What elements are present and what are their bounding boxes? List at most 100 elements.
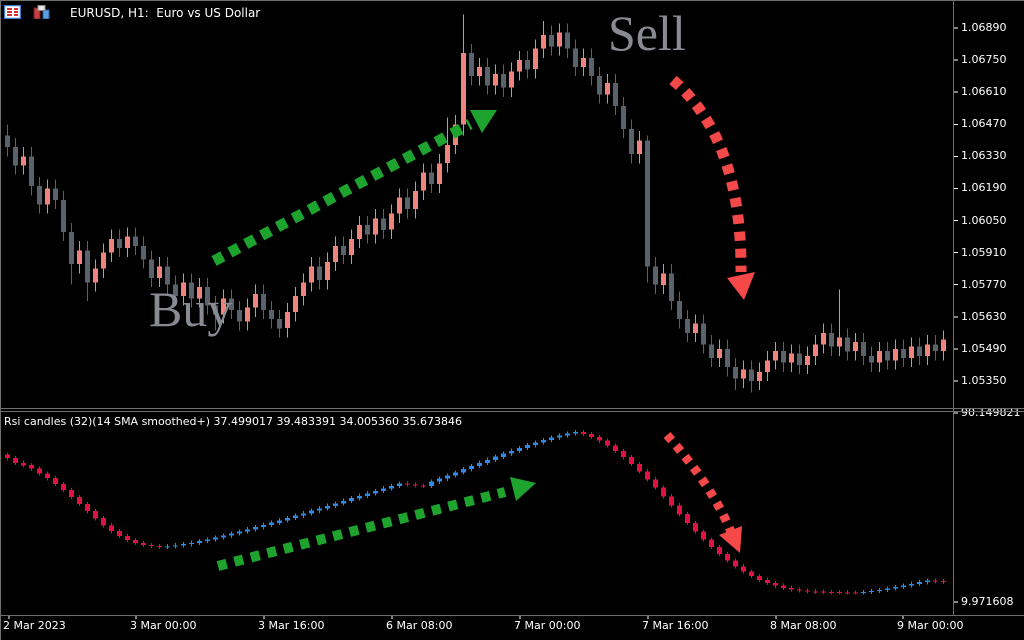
candle <box>933 335 938 361</box>
candle <box>549 25 554 56</box>
buy-trend-arrow-rsi[interactable] <box>216 477 536 571</box>
candle <box>189 273 194 308</box>
window-border-left <box>0 0 1 640</box>
candle <box>5 452 10 461</box>
candle <box>309 508 314 516</box>
bar-chart-icon[interactable] <box>33 4 50 23</box>
candle <box>421 163 426 200</box>
candle <box>917 580 922 586</box>
candle <box>677 291 682 329</box>
panel-divider-rsi-top[interactable] <box>0 411 1024 412</box>
candle <box>685 512 690 526</box>
candle <box>597 67 602 104</box>
candle <box>397 188 402 223</box>
candle <box>277 518 282 525</box>
candle <box>109 229 114 262</box>
rsi-indicator-label: Rsi candles (32)(14 SMA smoothed+) 37.49… <box>4 415 462 428</box>
candle <box>589 48 594 86</box>
candle <box>357 493 362 501</box>
time-axis-label: 2 Mar 2023 <box>3 619 66 632</box>
candle <box>333 236 338 271</box>
candle <box>245 527 250 534</box>
candle <box>901 339 906 368</box>
candle <box>229 531 234 538</box>
candle <box>533 39 538 79</box>
candle <box>325 503 330 511</box>
price-axis-label: 1.06470 <box>961 117 1007 131</box>
candle <box>621 96 626 138</box>
candle <box>117 529 122 539</box>
candle <box>173 275 178 306</box>
candle <box>365 216 370 244</box>
candle <box>861 589 866 595</box>
candle <box>365 491 370 498</box>
candle <box>37 466 42 476</box>
quotes-table-icon[interactable] <box>3 4 22 23</box>
candle <box>869 346 874 372</box>
candle <box>453 470 458 478</box>
buy-trend-arrow-main[interactable] <box>211 110 497 266</box>
candle <box>373 209 378 244</box>
candle <box>677 503 682 517</box>
candle <box>413 181 418 219</box>
candle <box>101 516 106 528</box>
candle <box>85 502 90 514</box>
candle <box>285 515 290 523</box>
price-axis-line[interactable] <box>953 0 954 616</box>
candle <box>269 300 274 329</box>
sell-trend-arrow-rsi[interactable] <box>663 432 742 553</box>
candle <box>29 147 34 196</box>
candle <box>485 57 490 95</box>
candle <box>397 481 402 489</box>
candle <box>557 23 562 56</box>
candle <box>477 460 482 468</box>
candle <box>85 241 90 301</box>
candle <box>477 57 482 86</box>
candle <box>125 533 130 543</box>
price-axis-label: 1.06750 <box>961 53 1007 67</box>
candle <box>717 544 722 557</box>
candle <box>773 581 778 588</box>
candle <box>741 360 746 388</box>
candle <box>133 227 138 255</box>
candle <box>437 154 442 193</box>
candle <box>317 506 322 513</box>
candle <box>525 443 530 451</box>
candle <box>53 179 58 210</box>
candle <box>637 461 642 474</box>
candle <box>181 542 186 548</box>
candle <box>597 434 602 443</box>
chart-title: EURUSD, H1: Euro vs US Dollar <box>70 6 261 20</box>
panel-divider-main-bottom[interactable] <box>0 408 1024 409</box>
candle <box>709 335 714 368</box>
candle <box>749 360 754 393</box>
candle <box>349 496 354 503</box>
candle <box>901 583 906 590</box>
candle <box>813 335 818 365</box>
candle <box>421 483 426 489</box>
candle <box>733 358 738 391</box>
candle <box>69 487 74 500</box>
buy-annotation: Buy <box>149 281 233 337</box>
candle <box>157 543 162 549</box>
candle <box>61 481 66 493</box>
candle <box>317 257 322 290</box>
sell-trend-arrow-main[interactable] <box>669 75 755 300</box>
candle <box>149 250 154 287</box>
candle <box>893 339 898 370</box>
candle <box>165 544 170 549</box>
candle <box>517 50 522 81</box>
candle <box>701 529 706 542</box>
candle <box>541 437 546 445</box>
candle <box>309 257 314 292</box>
candle <box>213 296 218 331</box>
candle <box>389 204 394 239</box>
price-axis-label: 1.06050 <box>961 213 1007 227</box>
candle <box>293 287 298 322</box>
candle <box>557 433 562 440</box>
candle <box>341 498 346 506</box>
candle <box>893 585 898 591</box>
candle <box>293 513 298 521</box>
candle <box>861 332 866 365</box>
